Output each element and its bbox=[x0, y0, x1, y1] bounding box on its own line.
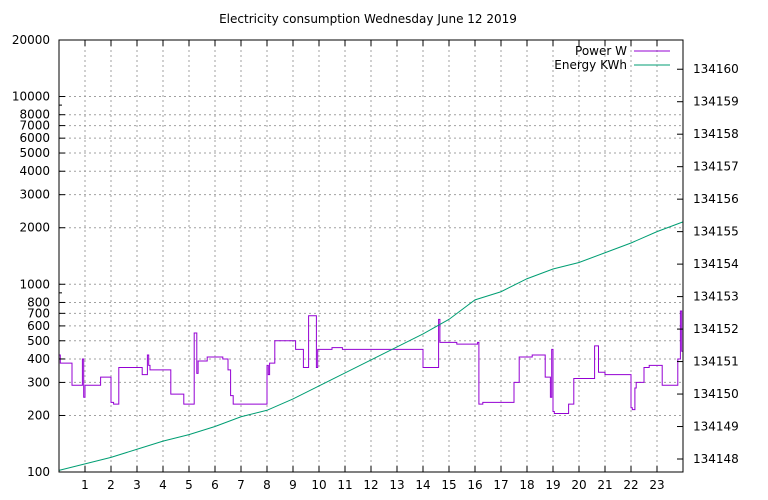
y-tick-label: 300 bbox=[27, 375, 50, 389]
x-tick-label: 7 bbox=[237, 478, 245, 492]
x-tick-label: 2 bbox=[107, 478, 115, 492]
y-tick-label: 10000 bbox=[12, 90, 50, 104]
x-tick-label: 16 bbox=[467, 478, 482, 492]
y2-tick-label: 134148 bbox=[693, 452, 739, 466]
x-tick-label: 13 bbox=[389, 478, 404, 492]
y2-tick-label: 134157 bbox=[693, 160, 739, 174]
y2-tick-label: 134150 bbox=[693, 387, 739, 401]
x-tick-label: 23 bbox=[649, 478, 664, 492]
x-tick-label: 4 bbox=[159, 478, 167, 492]
y-tick-label: 5000 bbox=[19, 146, 50, 160]
x-tick-label: 12 bbox=[363, 478, 378, 492]
grid-lines bbox=[59, 40, 683, 472]
y-tick-label: 7000 bbox=[19, 119, 50, 133]
legend: Power W Energy KWh bbox=[554, 44, 670, 72]
y-tick-label: 100 bbox=[27, 465, 50, 479]
y2-tick-label: 134149 bbox=[693, 420, 739, 434]
energy-series-line bbox=[58, 221, 684, 471]
y-tick-label: 1000 bbox=[19, 277, 50, 291]
y-tick-label: 600 bbox=[27, 319, 50, 333]
legend-label-power: Power W bbox=[575, 44, 627, 58]
chart-title: Electricity consumption Wednesday June 1… bbox=[219, 12, 517, 26]
x-tick-label: 17 bbox=[493, 478, 508, 492]
axis-ticks bbox=[59, 39, 683, 473]
x-tick-label: 8 bbox=[263, 478, 271, 492]
y2-tick-label: 134160 bbox=[693, 62, 739, 76]
y-tick-label: 200 bbox=[27, 408, 50, 422]
y2-tick-label: 134153 bbox=[693, 290, 739, 304]
y2-tick-label: 134156 bbox=[693, 192, 739, 206]
power-series-line bbox=[59, 310, 683, 414]
x-tick-label: 20 bbox=[571, 478, 586, 492]
x-tick-label: 1 bbox=[81, 478, 89, 492]
x-tick-label: 14 bbox=[415, 478, 430, 492]
x-tick-label: 21 bbox=[597, 478, 612, 492]
x-tick-label: 18 bbox=[519, 478, 534, 492]
series-layer bbox=[58, 221, 684, 471]
legend-label-energy: Energy KWh bbox=[554, 58, 627, 72]
y-tick-label: 4000 bbox=[19, 164, 50, 178]
y-tick-label: 20000 bbox=[12, 33, 50, 47]
y2-tick-label: 134159 bbox=[693, 95, 739, 109]
y-tick-label: 400 bbox=[27, 352, 50, 366]
y-tick-label: 6000 bbox=[19, 131, 50, 145]
tick-labels: 1 2 3 4 5 6 7 8 9 10 11 12 13 14 15 16 17 18 19 20 21 22 23100… bbox=[12, 33, 739, 492]
y-tick-label: 3000 bbox=[19, 188, 50, 202]
y2-tick-label: 134152 bbox=[693, 322, 739, 336]
y2-tick-label: 134154 bbox=[693, 257, 739, 271]
x-tick-label: 19 bbox=[545, 478, 560, 492]
x-tick-label: 15 bbox=[441, 478, 456, 492]
y2-tick-label: 134158 bbox=[693, 127, 739, 141]
y-tick-label: 500 bbox=[27, 334, 50, 348]
x-tick-label: 10 bbox=[311, 478, 326, 492]
x-tick-label: 11 bbox=[337, 478, 352, 492]
x-tick-label: 22 bbox=[623, 478, 638, 492]
y2-tick-label: 134155 bbox=[693, 225, 739, 239]
y-tick-label: 2000 bbox=[19, 221, 50, 235]
x-tick-label: 5 bbox=[185, 478, 193, 492]
y2-tick-label: 134151 bbox=[693, 355, 739, 369]
y-tick-label: 700 bbox=[27, 306, 50, 320]
y-tick-label: 8000 bbox=[19, 108, 50, 122]
x-tick-label: 9 bbox=[289, 478, 297, 492]
y-tick-label: 800 bbox=[27, 295, 50, 309]
x-tick-label: 6 bbox=[211, 478, 219, 492]
x-tick-label: 3 bbox=[133, 478, 141, 492]
